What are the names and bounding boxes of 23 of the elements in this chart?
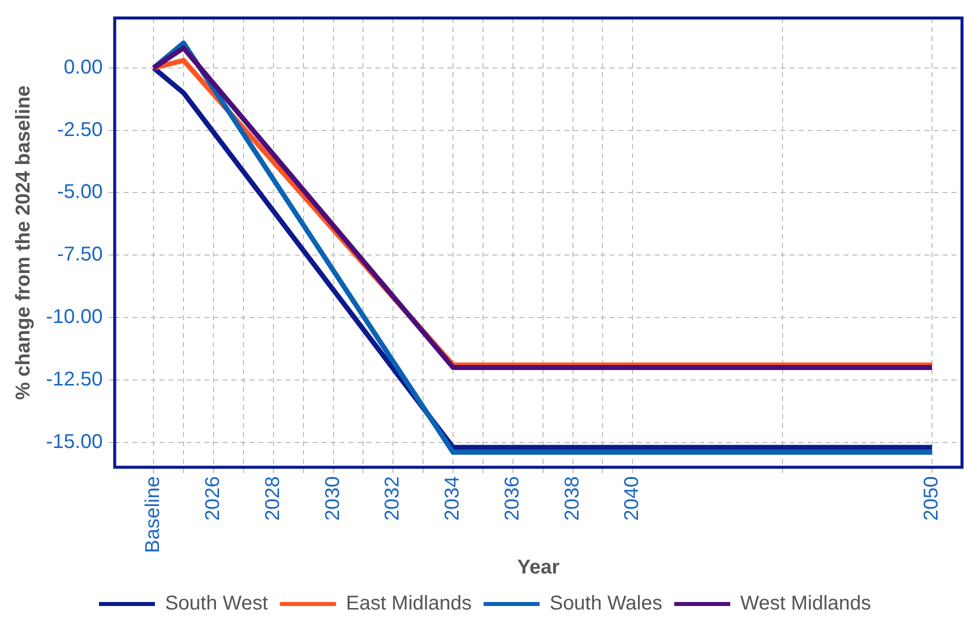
x-tick-label: 2030 [322,476,344,521]
y-tick-label: -15.00 [46,430,103,453]
x-axis-title: Year [517,556,560,579]
y-tick-label: -5.00 [57,181,103,204]
x-tick-label: 2034 [442,476,464,521]
y-axis-title: % change from the 2024 baseline [12,85,35,400]
x-tick-label: Baseline [142,476,164,553]
x-tick-label: 2028 [262,476,284,521]
y-tick-label: -7.50 [57,244,103,266]
x-tick-label: 2032 [382,476,404,521]
legend-label: South West [164,592,268,615]
y-tick-label: -12.50 [46,368,103,390]
y-tick-label: 0.00 [64,56,103,78]
y-tick-label: -10.00 [46,306,103,328]
x-tick-label: 2050 [920,476,943,521]
x-tick-label: 2038 [561,476,584,521]
legend-label: East Midlands [346,592,472,615]
legend-label: West Midlands [740,592,872,615]
x-tick-label: 2036 [501,476,524,521]
x-tick-label: 2026 [202,476,224,521]
legend-label: South Wales [550,592,662,615]
x-tick-label: 2040 [621,476,644,521]
y-tick-label: -2.50 [57,118,103,141]
